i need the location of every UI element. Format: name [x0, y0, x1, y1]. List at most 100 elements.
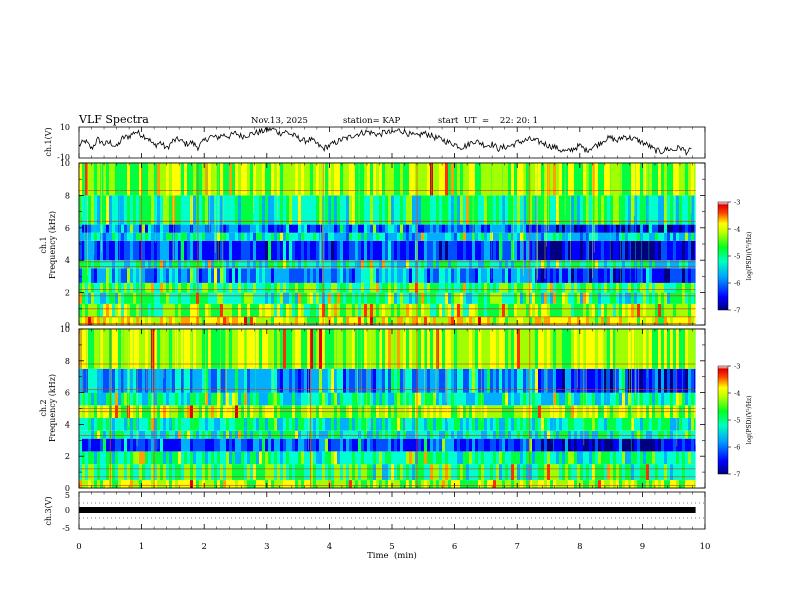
spectrogram-cell: [670, 430, 673, 439]
spectrogram-cell: [325, 430, 328, 439]
spectrogram-cell: [277, 316, 280, 325]
spectrogram-cell: [646, 430, 649, 439]
spectrogram-cell: [439, 292, 442, 304]
spectrogram-cell: [670, 480, 673, 488]
spectrogram-cell: [427, 464, 430, 480]
spectrogram-cell: [661, 430, 664, 439]
spectrogram-cell: [559, 392, 562, 406]
spectrogram-cell: [202, 438, 205, 452]
spectrogram-cell: [184, 260, 187, 269]
spectrogram-cell: [121, 303, 124, 317]
spectrogram-cell: [655, 329, 658, 369]
spectrogram-cell: [418, 163, 421, 196]
spectrogram-cell: [418, 480, 421, 488]
spectrogram-cell: [88, 260, 91, 269]
spectrogram-cell: [319, 268, 322, 283]
spectrogram-cell: [544, 303, 547, 317]
spectrogram-cell: [430, 392, 433, 406]
spectrogram-cell: [127, 430, 130, 439]
spectrogram-cell: [148, 451, 151, 465]
spectrogram-cell: [238, 451, 241, 465]
spectrogram-cell: [151, 464, 154, 480]
spectrogram-cell: [106, 368, 109, 393]
spectrogram-cell: [232, 464, 235, 480]
spectrogram-cell: [163, 480, 166, 488]
spectrogram-cell: [97, 418, 100, 431]
spectrogram-cell: [472, 240, 475, 261]
spectrogram-cell: [256, 464, 259, 480]
spectrogram-cell: [124, 303, 127, 317]
spectrogram-cell: [361, 303, 364, 317]
spectrogram-cell: [421, 240, 424, 261]
spectrogram-cell: [193, 329, 196, 369]
spectrogram-cell: [187, 316, 190, 325]
spectrogram-cell: [367, 392, 370, 406]
spectrogram-cell: [502, 329, 505, 369]
spectrogram-cell: [193, 418, 196, 431]
spectrogram-cell: [688, 195, 691, 225]
spectrogram-cell: [238, 438, 241, 452]
spectrogram-cell: [628, 316, 631, 325]
spectrogram-cell: [202, 303, 205, 317]
spectrogram-cell: [688, 240, 691, 261]
spectrogram-cell: [547, 480, 550, 488]
spectrogram-cell: [136, 195, 139, 225]
spectrogram-cell: [619, 430, 622, 439]
spectrogram-cell: [574, 418, 577, 431]
spectrogram-cell: [319, 480, 322, 488]
spectrogram-cell: [655, 418, 658, 431]
spectrogram-cell: [310, 368, 313, 393]
spectrogram-cell: [190, 451, 193, 465]
spectrogram-cell: [313, 464, 316, 480]
spectrogram-cell: [328, 329, 331, 369]
spectrogram-cell: [295, 368, 298, 393]
spectrogram-cell: [643, 392, 646, 406]
spectrogram-cell: [475, 316, 478, 325]
spectrogram-cell: [154, 438, 157, 452]
spectrogram-cell: [373, 292, 376, 304]
spectrogram-cell: [583, 392, 586, 406]
spectrogram-cell: [637, 438, 640, 452]
spectrogram-cell: [286, 480, 289, 488]
spectrogram-cell: [364, 232, 367, 241]
spectrogram-cell: [211, 392, 214, 406]
spectrogram-cell: [517, 224, 520, 233]
spectrogram-cell: [520, 282, 523, 293]
spectrogram-cell: [457, 329, 460, 369]
spectrogram-cell: [487, 195, 490, 225]
spectrogram-cell: [142, 303, 145, 317]
spectrogram-cell: [610, 303, 613, 317]
spectrogram-cell: [298, 224, 301, 233]
spectrogram-cell: [376, 282, 379, 293]
spectrogram-cell: [511, 282, 514, 293]
spectrogram-cell: [541, 480, 544, 488]
spectrogram-cell: [448, 451, 451, 465]
spectrogram-cell: [553, 240, 556, 261]
spectrogram-cell: [292, 232, 295, 241]
spectrogram-cell: [640, 316, 643, 325]
spectrogram-cell: [493, 438, 496, 452]
spectrogram-cell: [142, 480, 145, 488]
spectrogram-cell: [106, 316, 109, 325]
spectrogram-cell: [142, 418, 145, 431]
spectrogram-cell: [691, 451, 694, 465]
spectrogram-cell: [478, 438, 481, 452]
spectrogram-cell: [481, 303, 484, 317]
spectrogram-cell: [280, 268, 283, 283]
spectrogram-cell: [565, 240, 568, 261]
spectrogram-cell: [583, 292, 586, 304]
spectrogram-cell: [304, 292, 307, 304]
spectrogram-cell: [391, 292, 394, 304]
spectrogram-cell: [616, 282, 619, 293]
spectrogram-cell: [466, 282, 469, 293]
spectrogram-cell: [469, 303, 472, 317]
spectrogram-cell: [289, 163, 292, 196]
spectrogram-cell: [553, 303, 556, 317]
spectrogram-cell: [352, 464, 355, 480]
spectrogram-cell: [508, 329, 511, 369]
spectrogram-cell: [103, 232, 106, 241]
spectrogram-cell: [421, 268, 424, 283]
spectrogram-cell: [256, 268, 259, 283]
spectrogram-cell: [499, 163, 502, 196]
